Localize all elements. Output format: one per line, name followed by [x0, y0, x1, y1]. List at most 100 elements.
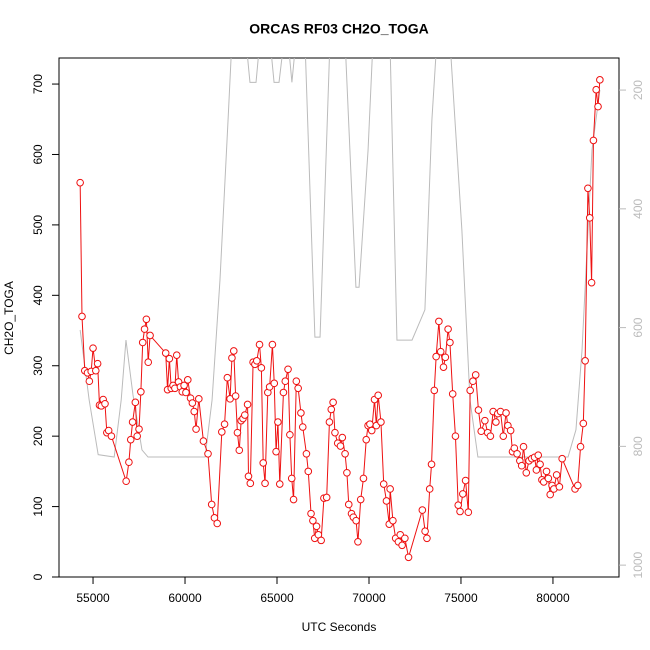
data-point [223, 373, 232, 382]
data-point [122, 477, 130, 486]
data-point [499, 432, 508, 440]
data-point [241, 411, 249, 419]
data-point [188, 399, 197, 407]
y-tick-label: 600 [31, 144, 45, 164]
data-point [281, 377, 290, 386]
plot-frame [58, 57, 620, 578]
data-point [459, 490, 467, 498]
y2-tick-label: 800 [631, 436, 645, 456]
data-point [229, 347, 238, 355]
data-point [207, 500, 216, 509]
data-point [454, 501, 463, 509]
data-point [359, 474, 368, 483]
data-point [144, 358, 153, 367]
data-point [304, 467, 313, 476]
data-point [444, 325, 452, 333]
data-point [519, 442, 528, 451]
data-point [243, 400, 252, 409]
data-point [486, 432, 495, 440]
data-point [107, 432, 116, 440]
data-point [356, 495, 365, 504]
data-point [325, 418, 334, 426]
data-point [448, 390, 457, 398]
data-point [576, 442, 585, 451]
data-point [284, 365, 292, 374]
data-point [244, 472, 253, 481]
data-point [220, 420, 229, 428]
data-point [573, 481, 582, 490]
data-point [91, 366, 100, 375]
data-point [331, 428, 339, 437]
data-point [389, 516, 397, 525]
data-point [439, 363, 448, 371]
data-point [584, 184, 592, 193]
data-point [182, 388, 190, 397]
data-point [101, 399, 109, 408]
data-point [585, 214, 594, 222]
data-point [235, 446, 244, 455]
data-point [93, 359, 102, 368]
data-point [430, 386, 439, 395]
data-point [233, 428, 242, 437]
data-point [297, 409, 305, 417]
x-tick-label: 70000 [352, 591, 386, 605]
data-point [89, 344, 97, 352]
y-tick-label: 200 [31, 426, 45, 446]
data-point [140, 325, 149, 333]
data-point [165, 354, 174, 363]
data-point [579, 419, 588, 428]
data-point [270, 379, 279, 388]
data-point [456, 507, 464, 516]
data-point [309, 516, 317, 525]
data-point [322, 493, 331, 502]
data-point [344, 500, 353, 509]
data-point [354, 537, 362, 546]
data-point [581, 357, 589, 365]
data-point [338, 433, 347, 442]
data-point [471, 371, 480, 379]
data-point [343, 468, 351, 477]
data-point [228, 354, 236, 362]
data-point [362, 435, 371, 444]
data-point [195, 395, 203, 403]
data-point [78, 312, 86, 321]
data-point [432, 352, 440, 361]
data-point [257, 364, 266, 372]
y-tick-label: 700 [31, 74, 45, 94]
data-point [286, 430, 294, 439]
data-point [190, 407, 199, 416]
data-point [131, 398, 140, 407]
data-point [546, 490, 554, 499]
data-point [532, 466, 541, 474]
data-point [128, 418, 137, 426]
data-point [336, 442, 345, 450]
data-point [441, 353, 450, 362]
data-point [386, 485, 394, 493]
data-point [199, 437, 208, 445]
data-point [589, 136, 598, 145]
data-point [592, 85, 600, 94]
data-point [135, 425, 143, 433]
y-tick-label: 500 [31, 215, 45, 235]
data-point [451, 432, 460, 440]
data-point [552, 471, 561, 479]
data-point [137, 387, 145, 396]
data-point [327, 405, 336, 414]
data-point [231, 392, 240, 400]
data-point [446, 338, 454, 347]
data-point [255, 340, 264, 349]
y2-tick-label: 1000 [631, 551, 645, 578]
data-point [272, 447, 280, 456]
data-point [544, 474, 553, 483]
data-point [481, 416, 489, 425]
x-tick-label: 65000 [260, 591, 294, 605]
x-tick-label: 75000 [444, 591, 478, 605]
data-point [469, 377, 477, 386]
data-point [513, 449, 521, 458]
data-point [522, 468, 531, 477]
data-point [382, 497, 391, 505]
data-point [555, 483, 564, 491]
data-point [421, 527, 429, 536]
data-point [289, 495, 298, 504]
